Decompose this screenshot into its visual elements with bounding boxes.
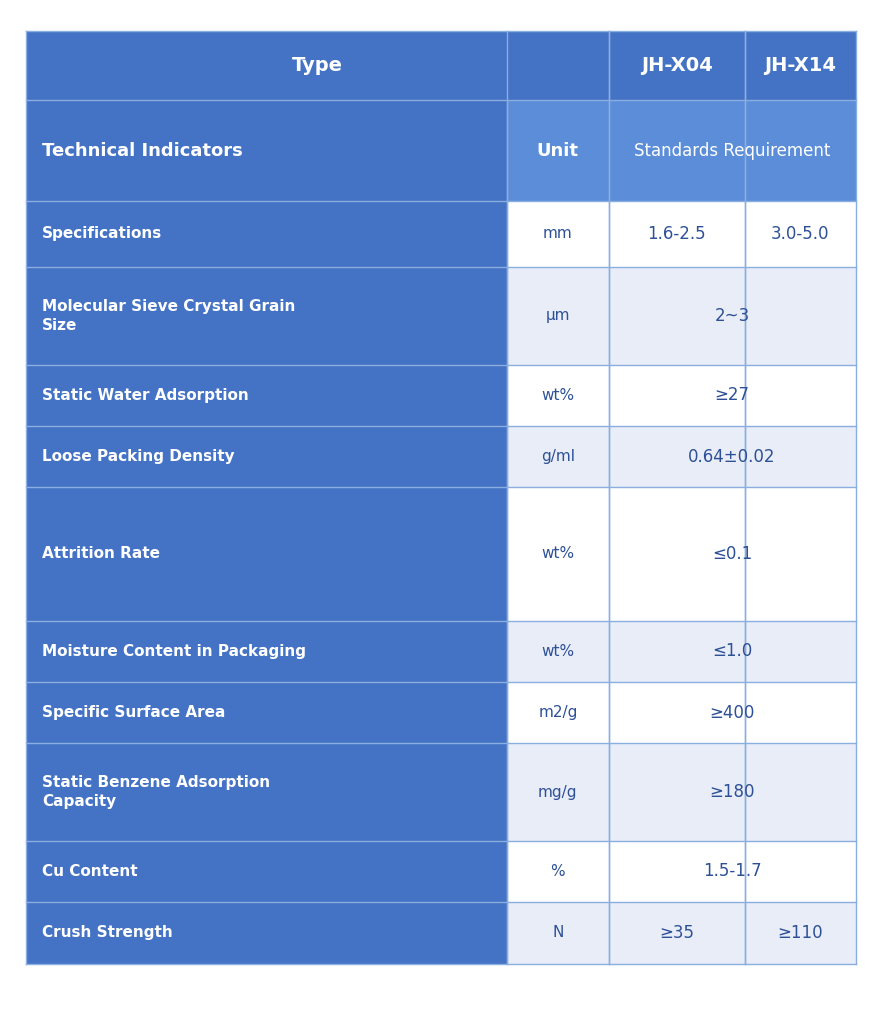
Text: μm: μm: [546, 308, 570, 324]
Text: Standards Requirement: Standards Requirement: [634, 141, 830, 160]
Bar: [507, 201, 609, 267]
Bar: [26, 743, 507, 841]
Bar: [609, 267, 856, 365]
Text: Type: Type: [292, 56, 343, 75]
Bar: [26, 682, 507, 743]
Bar: [26, 426, 507, 487]
Text: Specifications: Specifications: [42, 226, 162, 242]
Bar: [609, 743, 856, 841]
Text: Molecular Sieve Crystal Grain
Size: Molecular Sieve Crystal Grain Size: [42, 299, 295, 333]
Text: Crush Strength: Crush Strength: [42, 926, 173, 940]
Text: 2~3: 2~3: [714, 307, 750, 325]
Text: ≥180: ≥180: [709, 783, 755, 801]
Text: ≤0.1: ≤0.1: [712, 545, 752, 563]
Bar: [507, 426, 609, 487]
Bar: [507, 100, 609, 201]
Text: mm: mm: [543, 226, 572, 242]
Bar: [507, 902, 609, 964]
Bar: [745, 201, 856, 267]
Text: wt%: wt%: [542, 547, 574, 561]
Text: Cu Content: Cu Content: [42, 864, 138, 879]
Text: Static Benzene Adsorption
Capacity: Static Benzene Adsorption Capacity: [42, 775, 271, 809]
Bar: [609, 682, 856, 743]
Text: ≥400: ≥400: [709, 703, 755, 722]
Text: 0.64±0.02: 0.64±0.02: [688, 447, 776, 466]
Text: mg/g: mg/g: [538, 784, 578, 800]
Bar: [609, 621, 856, 682]
Text: Attrition Rate: Attrition Rate: [42, 547, 161, 561]
Text: Unit: Unit: [537, 141, 579, 160]
Bar: [26, 902, 507, 964]
Text: g/ml: g/ml: [541, 450, 575, 464]
Bar: [507, 682, 609, 743]
Text: ≥27: ≥27: [714, 386, 750, 404]
Text: Technical Indicators: Technical Indicators: [42, 141, 243, 160]
Bar: [745, 902, 856, 964]
Text: JH-X14: JH-X14: [765, 56, 836, 75]
Bar: [609, 365, 856, 426]
Text: 3.0-5.0: 3.0-5.0: [771, 225, 830, 243]
Bar: [609, 100, 856, 201]
Text: ≥35: ≥35: [660, 924, 694, 942]
Bar: [507, 621, 609, 682]
Text: Moisture Content in Packaging: Moisture Content in Packaging: [42, 644, 306, 658]
Text: 1.5-1.7: 1.5-1.7: [703, 862, 761, 881]
Text: wt%: wt%: [542, 388, 574, 402]
Text: Specific Surface Area: Specific Surface Area: [42, 706, 226, 720]
Text: Loose Packing Density: Loose Packing Density: [42, 450, 235, 464]
Bar: [609, 426, 856, 487]
Bar: [26, 621, 507, 682]
Text: %: %: [550, 864, 565, 879]
Bar: [26, 100, 507, 201]
Bar: [507, 267, 609, 365]
Text: m2/g: m2/g: [538, 706, 578, 720]
Text: N: N: [552, 926, 564, 940]
Bar: [609, 902, 745, 964]
Text: Static Water Adsorption: Static Water Adsorption: [42, 388, 249, 402]
Bar: [26, 841, 507, 902]
Bar: [26, 365, 507, 426]
Bar: [609, 841, 856, 902]
Text: wt%: wt%: [542, 644, 574, 658]
Text: ≥110: ≥110: [778, 924, 823, 942]
Bar: [26, 267, 507, 365]
Bar: [26, 487, 507, 621]
Bar: [609, 487, 856, 621]
Bar: [507, 743, 609, 841]
Text: 1.6-2.5: 1.6-2.5: [647, 225, 706, 243]
Bar: [507, 365, 609, 426]
Bar: [26, 31, 609, 100]
Text: ≤1.0: ≤1.0: [712, 642, 752, 660]
Bar: [26, 201, 507, 267]
Bar: [507, 841, 609, 902]
Bar: [609, 201, 745, 267]
Bar: [745, 31, 856, 100]
Text: JH-X04: JH-X04: [641, 56, 713, 75]
Bar: [609, 31, 745, 100]
Bar: [507, 487, 609, 621]
